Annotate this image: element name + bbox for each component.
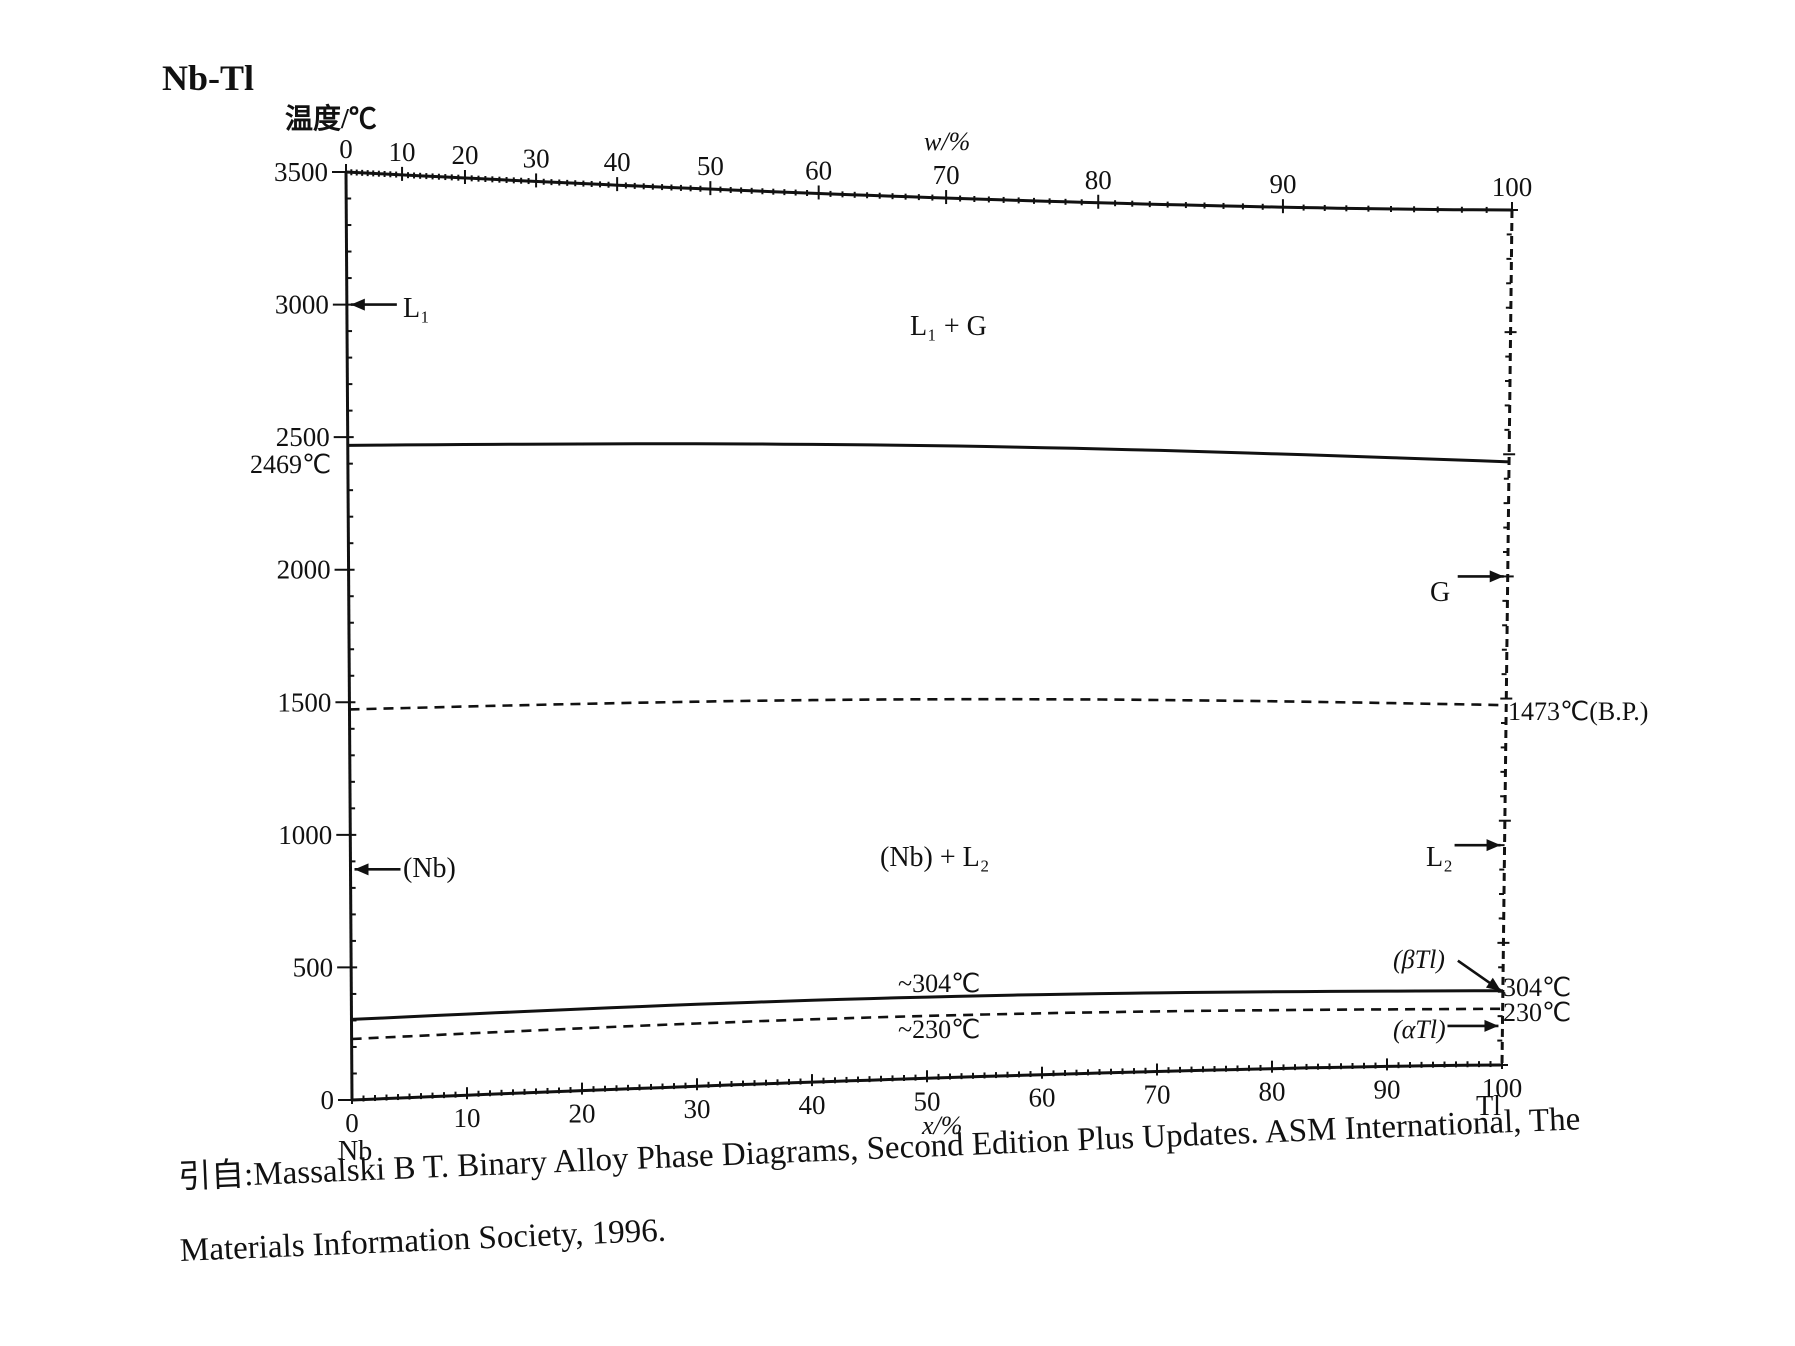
y-tick-label: 1000 [278,820,332,850]
bottom-tick-label: 70 [1144,1079,1171,1109]
arrow-label-L2: L₂ [1426,842,1453,873]
arrow-right-3-head [1486,839,1501,852]
top-tick-label: 100 [1492,172,1533,202]
bottom-axis-label: x/% [921,1111,962,1140]
bottom-tick-label: 60 [1029,1083,1056,1113]
bottom-tick-label: 100 [1482,1073,1523,1103]
top-tick-label: 80 [1085,165,1112,195]
top-tick-label: 50 [697,151,724,181]
region-label-upper: L₁ + G [910,311,987,342]
bottom-tick-label: 0 [345,1108,359,1138]
arrow-label-G: G [1430,577,1450,608]
top-tick-label: 90 [1269,169,1296,199]
arrow-label-Nb: (Nb) [403,853,456,884]
bottom-tick-label: 10 [454,1103,481,1133]
y-tick-label: 0 [321,1085,335,1115]
right-axis-ticks [1496,209,1518,1066]
top-tick-label: 20 [451,140,478,170]
y-tick-label: 1500 [277,687,331,717]
boundary-line-1 [349,697,1507,711]
arrow-label-L1: L₁ [403,293,430,324]
bottom-tick-label: 50 [914,1086,941,1116]
arrow-left-0-head [350,298,365,311]
arrow-label-alphaTl: (αTl) [1393,1015,1446,1044]
boundary-line-3 [351,1007,1503,1041]
left-axis [344,171,354,1101]
top-tick-label: 60 [805,155,832,185]
y-tick-label: 500 [293,952,334,982]
top-tick-label: 70 [933,160,960,190]
y-tick-label: 3000 [275,290,329,320]
arrow-left-1-head [354,863,369,876]
nb-melting-label: 2469℃ [250,450,331,479]
right-230-label: 230℃ [1503,998,1571,1027]
region-label-lower: (Nb) + L₂ [880,842,990,873]
y-axis-label: 温度/℃ [285,103,377,135]
bottom-tick-label: 40 [799,1090,826,1120]
top-tick-label: 0 [339,134,353,164]
top-tick-label: 40 [604,147,631,177]
arrow-label-betaTl: (βTl) [1393,945,1445,974]
boundary-line-0 [347,442,1510,464]
y-tick-label: 2500 [276,422,330,452]
bottom-tick-label: 90 [1374,1074,1401,1104]
right-304-label: 304℃ [1503,973,1571,1002]
annotation-arrows [350,298,1504,1032]
bottom-tick-label: 80 [1259,1077,1286,1107]
arrow-right-2-head [1489,570,1504,583]
bottom-atomic-scale: 0 10 20 30 40 50 60 70 80 90 100 [345,1057,1522,1138]
top-tick-label: 30 [523,143,550,173]
right-element-label: Tl [1476,1091,1501,1122]
boundary-line-2 [351,989,1503,1021]
left-axis-ticks [332,171,358,1101]
y-tick-labels: 0 500 1000 1500 2000 2500 3000 3500 [274,157,334,1115]
left-element-label: Nb [338,1136,372,1167]
transition-230-label: ~230℃ [898,1015,980,1044]
system-title: Nb-Tl [162,58,254,98]
axes-frame [344,171,1514,1101]
boiling-point-label: 1473℃(B.P.) [1508,697,1648,726]
top-scale-line [345,170,1513,212]
bottom-tick-label: 30 [684,1094,711,1124]
y-tick-label: 3500 [274,157,328,187]
y-tick-label: 2000 [277,555,331,585]
right-axis [1500,209,1514,1066]
top-tick-label: 10 [389,137,416,167]
arrow-betaTl-head [1485,977,1501,991]
top-weight-scale: 0 10 20 30 40 50 60 70 80 90 100 [339,134,1532,216]
arrow-alphaTl-head [1484,1019,1499,1032]
top-axis-label: w/% [924,127,970,156]
transition-304-label: ~304℃ [898,969,980,998]
phase-boundaries [347,442,1510,1041]
bottom-tick-label: 20 [569,1099,596,1129]
